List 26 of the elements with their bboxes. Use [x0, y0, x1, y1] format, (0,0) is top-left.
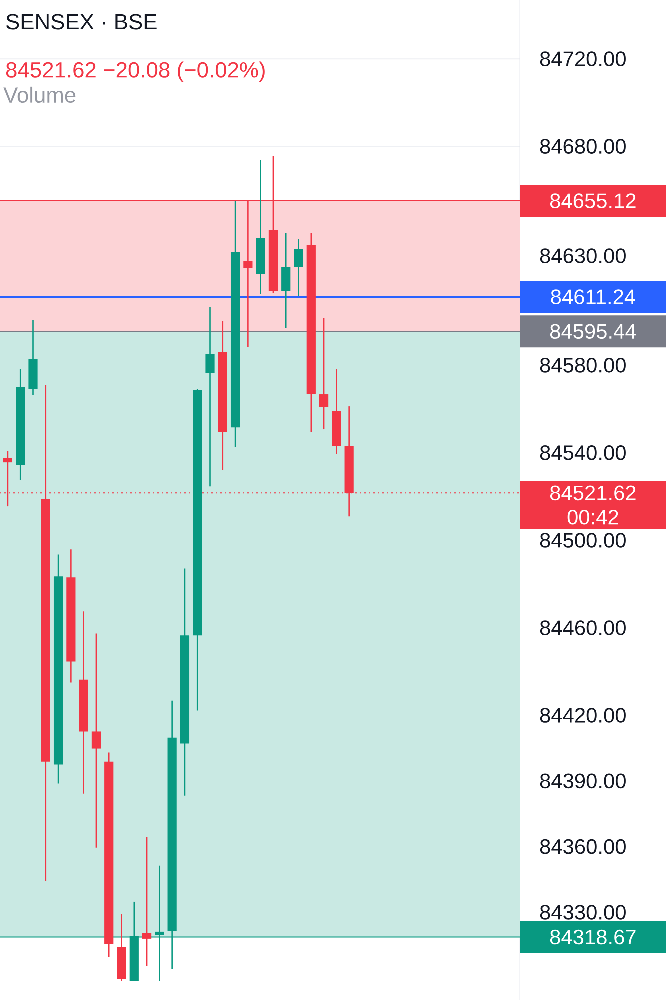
y-tick-label: 84580.00 [540, 358, 626, 373]
y-tick-label: 84680.00 [540, 139, 626, 154]
y-tick-label: 84330.00 [540, 905, 626, 920]
text: SENSEX · BSE [6, 14, 157, 30]
annotation: Volume [4, 86, 76, 104]
candlestick [92, 633, 102, 849]
y-tick-label: 84630.00 [540, 248, 626, 264]
y-tick-label: 84390.00 [540, 774, 626, 789]
ref-line-label: 84318.67 [550, 930, 636, 945]
y-tick-label: 84500.00 [540, 533, 626, 548]
y-tick-label: 84540.00 [540, 446, 626, 460]
ref-line-label: 84595.44 [550, 324, 636, 340]
candlestick [142, 836, 152, 967]
y-tick-label: 84420.00 [540, 708, 626, 723]
text: 00:42 [568, 510, 618, 525]
candlestick [282, 232, 291, 330]
ref-line-label: 84521.62 [550, 486, 636, 501]
candlestick [206, 306, 215, 488]
y-tick-label: 84720.00 [540, 52, 626, 66]
candlestick [319, 318, 329, 430]
ref-line-label: 84655.12 [550, 194, 636, 208]
candlestick [294, 238, 304, 297]
y-tick-label: 84360.00 [540, 839, 626, 854]
text: 84521.62 −20.08 (−0.02%) [6, 62, 265, 82]
ref-line-label: 84611.24 [551, 290, 636, 304]
y-tick-label: 84460.00 [540, 620, 626, 636]
